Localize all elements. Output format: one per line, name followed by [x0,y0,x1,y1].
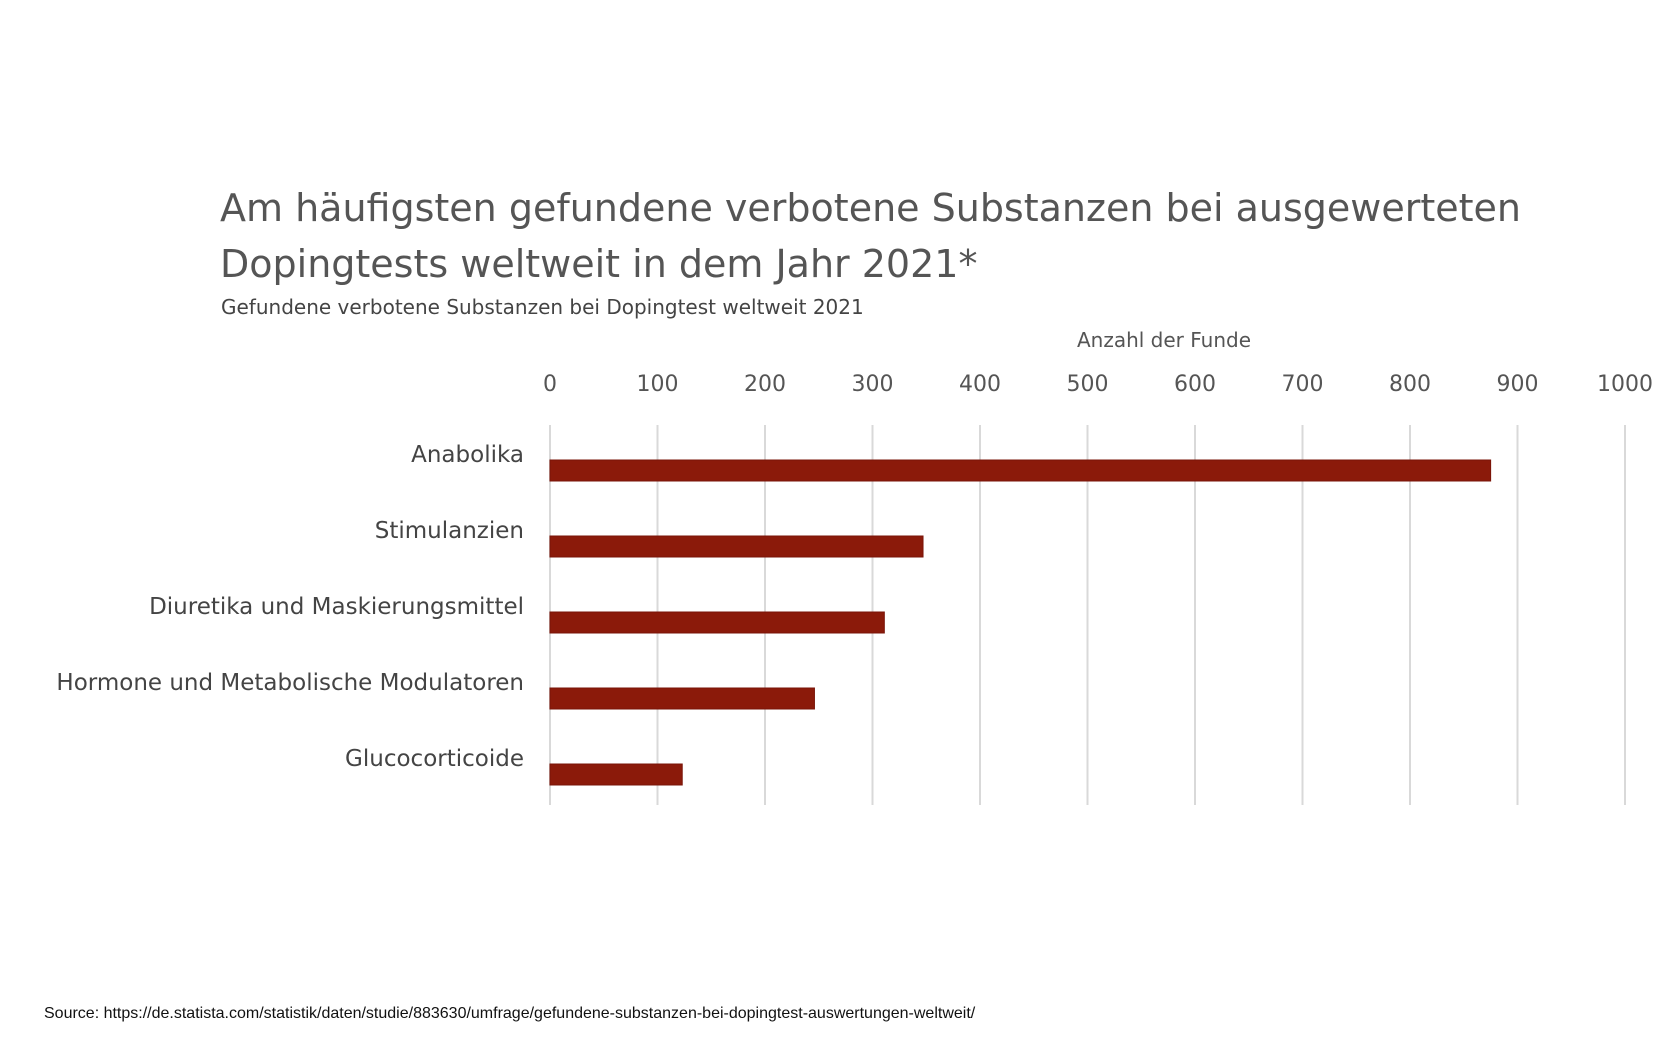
category-label: Hormone und Metabolische Modulatoren [56,670,524,696]
category-labels: Anabolika Stimulanzien Diuretika und Maski… [56,442,524,772]
x-tick-label: 400 [959,372,1001,397]
chart-subtitle: Gefundene verbotene Substanzen bei Dopin… [221,295,864,319]
bar [549,611,885,634]
bars [549,459,1492,786]
category-label: Stimulanzien [375,518,524,544]
bar [549,535,924,558]
x-tick-label: 1000 [1597,372,1653,397]
bar [549,687,815,710]
x-tick-label: 700 [1282,372,1324,397]
x-axis-label: Anzahl der Funde [1077,328,1251,352]
bar [549,459,1492,482]
x-tick-label: 600 [1174,372,1216,397]
bar [549,763,683,786]
source-note: Source: https://de.statista.com/statisti… [44,1005,976,1022]
x-tick-labels: 0 100 200 300 400 500 600 700 800 900 1000 [543,372,1653,397]
x-tick-label: 100 [637,372,679,397]
x-tick-label: 900 [1497,372,1539,397]
chart-title: Am häufigsten gefundene verbotene Substa… [220,186,1522,286]
category-label: Diuretika und Maskierungsmittel [149,594,524,620]
x-tick-label: 800 [1389,372,1431,397]
category-label: Anabolika [411,442,524,468]
x-tick-label: 500 [1067,372,1109,397]
x-tick-label: 0 [543,372,557,397]
x-tick-label: 300 [852,372,894,397]
x-tick-label: 200 [744,372,786,397]
category-label: Glucocorticoide [345,746,524,772]
